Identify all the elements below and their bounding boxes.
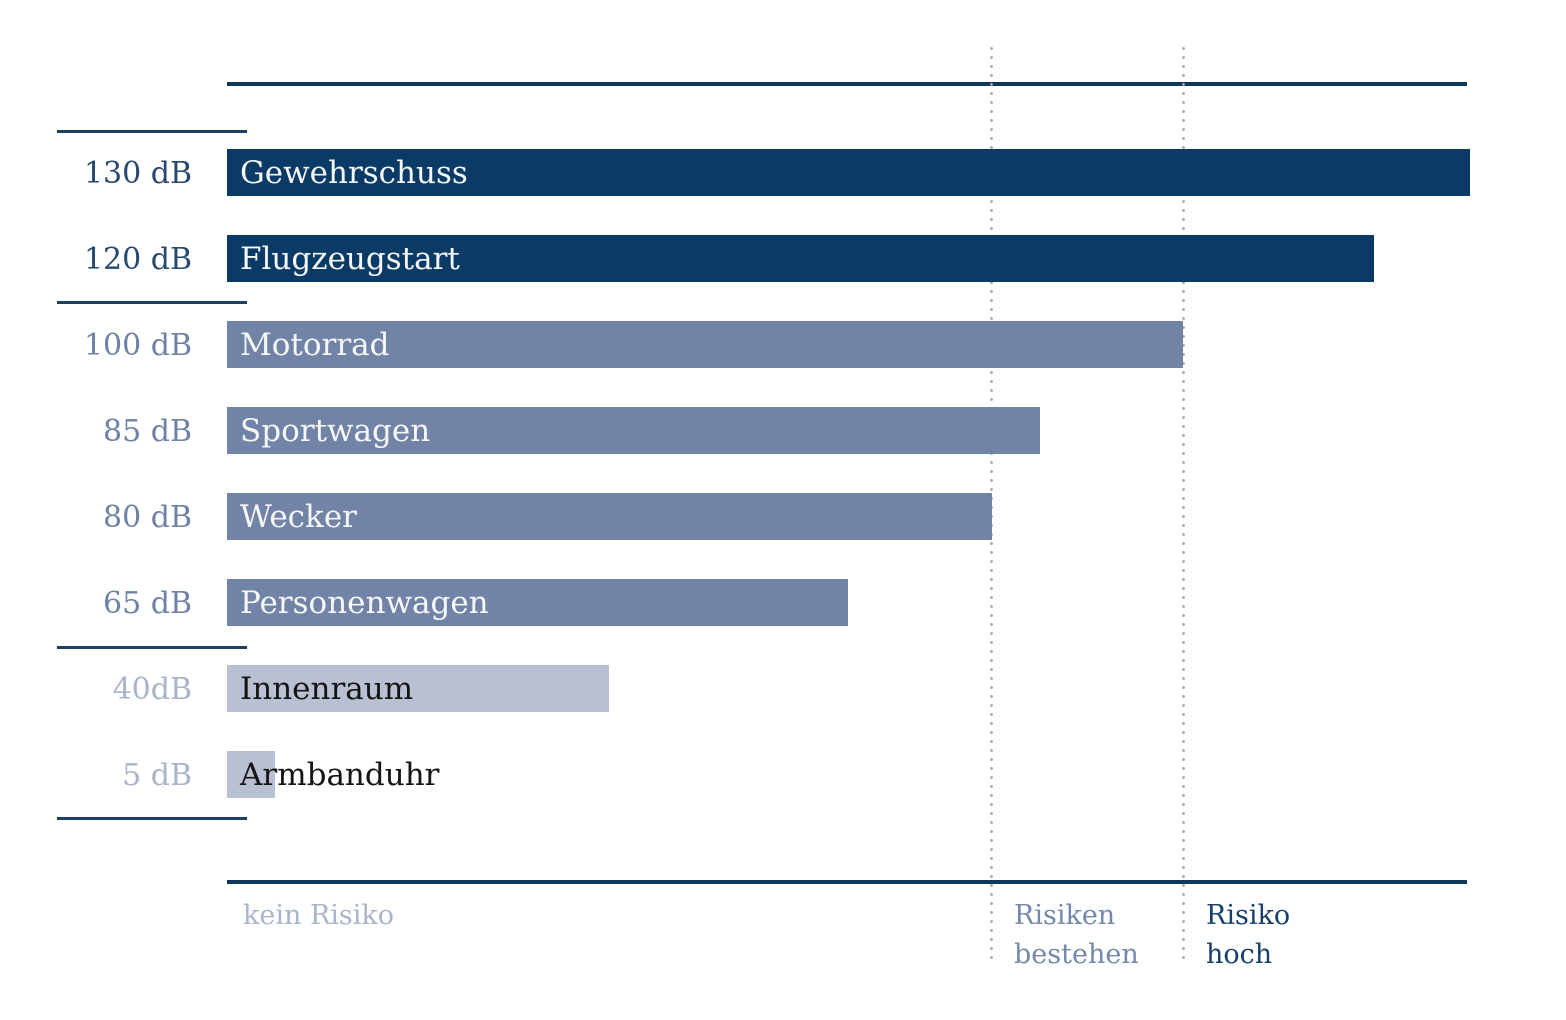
bar: Armbanduhr	[227, 751, 440, 798]
db-axis-label: 5 dB	[122, 758, 192, 793]
zone-label-line: Risiken	[1014, 900, 1116, 931]
bar: Wecker	[227, 493, 992, 540]
group-separator-line	[57, 301, 247, 304]
bar: Innenraum	[227, 665, 610, 712]
zone-label-line: kein Risiko	[243, 900, 395, 931]
db-axis-label: 130 dB	[83, 156, 192, 191]
db-axis-label: 100 dB	[83, 328, 192, 363]
top-axis-rule	[227, 82, 1467, 86]
risk-threshold-dotted-line-100db	[1181, 44, 1185, 965]
zone-label-line: Risiko	[1206, 900, 1291, 931]
chart-row: 120 dB Flugzeugstart	[0, 235, 1566, 282]
db-axis-label: 120 dB	[83, 242, 192, 277]
risk-zone-label-high: Risiko hoch	[1206, 896, 1290, 974]
chart-row: 100 dB Motorrad	[0, 321, 1566, 368]
risk-threshold-dotted-line-80db	[990, 44, 994, 965]
chart-row: 5 dB Armbanduhr	[0, 751, 1566, 798]
zone-label-line: hoch	[1206, 939, 1273, 970]
chart-row: 40dB Innenraum	[0, 665, 1566, 712]
chart-row: 80 dB Wecker	[0, 493, 1566, 540]
chart-row: 65 dB Personenwagen	[0, 579, 1566, 626]
db-axis-label: 40dB	[112, 672, 192, 707]
bar: Sportwagen	[227, 407, 1040, 454]
db-axis-label: 80 dB	[103, 500, 192, 535]
bar: Motorrad	[227, 321, 1183, 368]
bottom-axis-rule	[227, 880, 1467, 884]
risk-zone-label-none: kein Risiko	[243, 896, 394, 935]
db-axis-label: 65 dB	[103, 586, 192, 621]
group-separator-line	[57, 646, 247, 649]
bar: Gewehrschuss	[227, 149, 1470, 196]
group-separator-line	[57, 130, 247, 133]
db-axis-label: 85 dB	[103, 414, 192, 449]
zone-label-line: bestehen	[1014, 939, 1139, 970]
group-separator-line	[57, 817, 247, 820]
bar: Personenwagen	[227, 579, 849, 626]
chart-row: 85 dB Sportwagen	[0, 407, 1566, 454]
risk-zone-label-some: Risiken bestehen	[1014, 896, 1139, 974]
bar: Flugzeugstart	[227, 235, 1375, 282]
chart-row: 130 dB Gewehrschuss	[0, 149, 1566, 196]
